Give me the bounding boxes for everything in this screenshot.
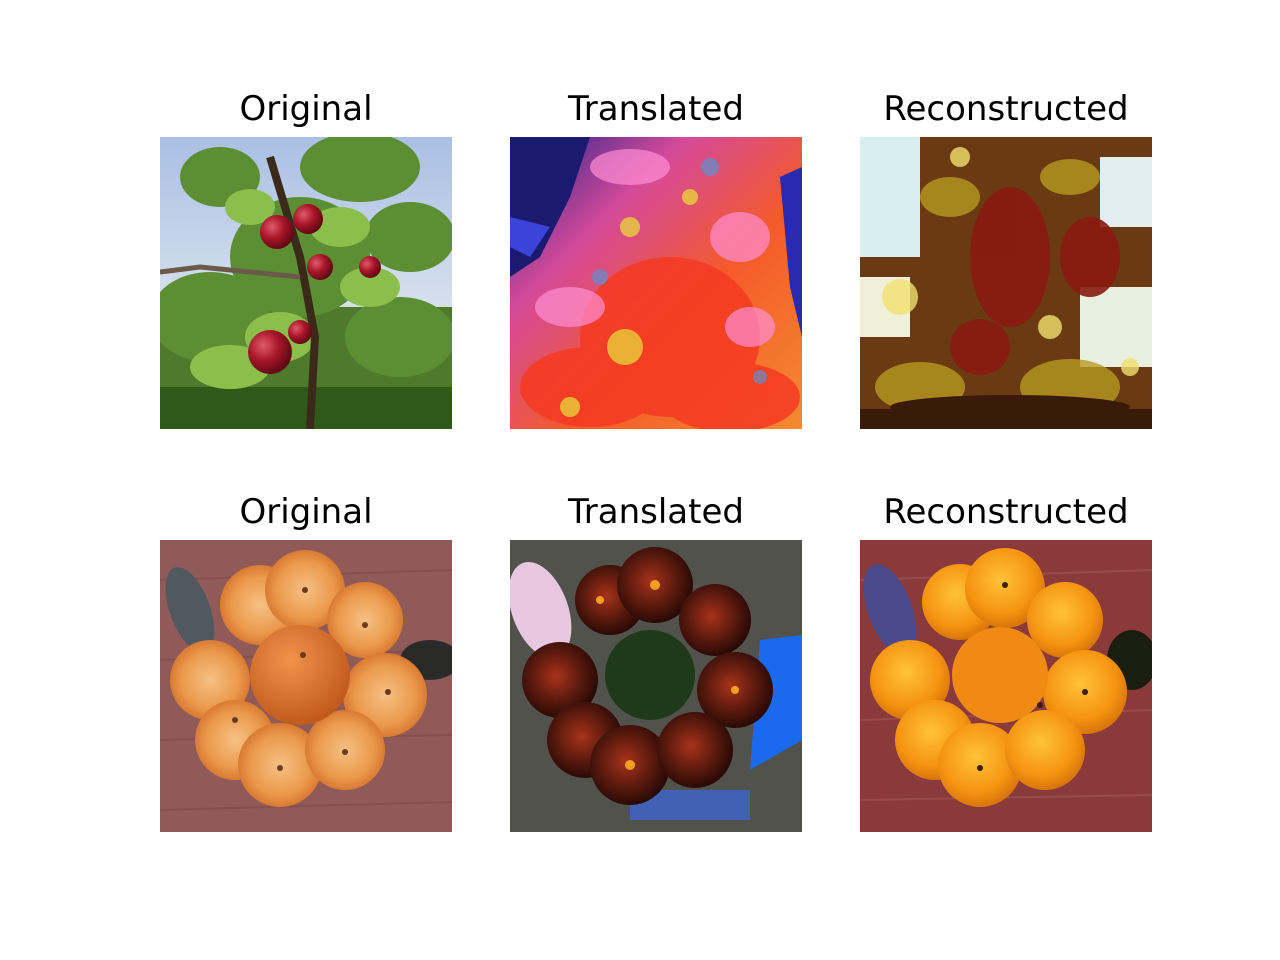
apple-tree-original-image (160, 137, 452, 429)
panel-title: Original (160, 89, 452, 129)
panel-title: Translated (510, 492, 802, 532)
panel-title: Translated (510, 89, 802, 129)
apple-tree-translated-image (510, 137, 802, 429)
oranges-original-image (160, 540, 452, 832)
oranges-reconstructed-image (860, 540, 1152, 832)
panel-title: Original (160, 492, 452, 532)
panel-title: Reconstructed (860, 492, 1152, 532)
oranges-translated-image (510, 540, 802, 832)
panel-title: Reconstructed (860, 89, 1152, 129)
apple-tree-reconstructed-image (860, 137, 1152, 429)
